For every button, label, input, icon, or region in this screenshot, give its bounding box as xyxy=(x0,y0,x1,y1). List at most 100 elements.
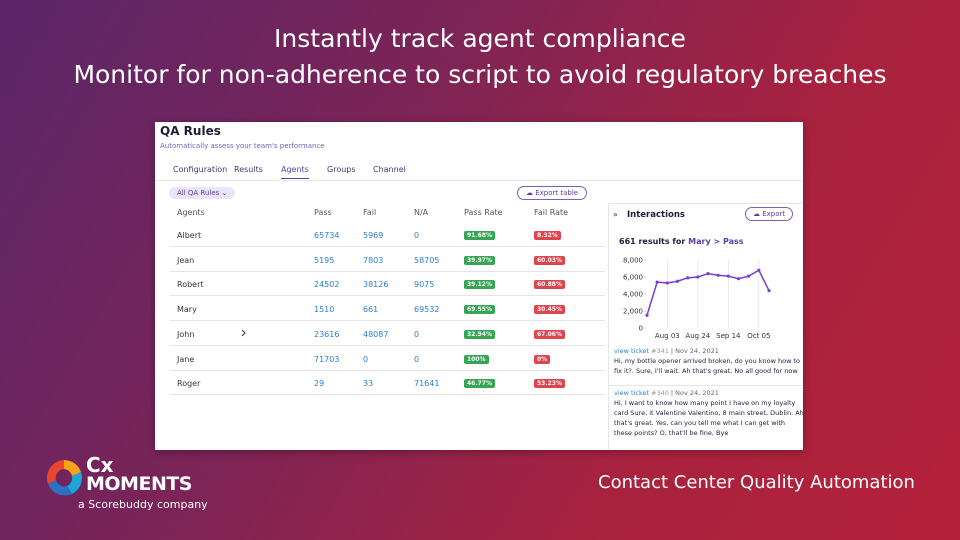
results-text: 661 results for xyxy=(619,237,686,246)
point xyxy=(726,274,730,278)
count-cell: 33 xyxy=(363,379,374,389)
pass-rate-badge: 39.97% xyxy=(464,255,495,265)
count-cell: 71641 xyxy=(414,379,440,389)
count-cell: 5969 xyxy=(363,231,384,240)
panel-subtitle: Automatically assess your team's perform… xyxy=(160,142,325,150)
point xyxy=(696,275,700,279)
ticket-text: Hi, I want to know how many point I have… xyxy=(614,399,803,437)
tab[interactable]: Groups xyxy=(327,165,356,174)
brand-sub: a Scorebuddy company xyxy=(78,498,208,511)
y-tick-label: 4,000 xyxy=(623,291,643,299)
x-tick-label: Aug 03 xyxy=(655,332,680,340)
fail-rate-badge: 8.32% xyxy=(534,231,561,240)
ticket-date: | Nov 24, 2021 xyxy=(670,389,719,397)
export-button[interactable]: ☁ Export xyxy=(745,207,794,221)
fail-rate-badge: 60.03% xyxy=(534,255,565,265)
brand: Cx xyxy=(86,453,114,477)
y-tick-label: 8,000 xyxy=(623,257,643,265)
export-table-button[interactable]: ☁ Export table xyxy=(517,186,588,200)
point xyxy=(757,268,761,272)
collapse-icon[interactable]: » xyxy=(613,210,618,219)
agent-name: Jane xyxy=(177,354,195,364)
fail-rate-badge: 53.23% xyxy=(534,379,565,389)
ticket-id: #341 xyxy=(651,347,669,355)
count-cell: 1510 xyxy=(314,305,335,315)
interactions-title: Interactions xyxy=(627,210,685,220)
point xyxy=(665,281,669,285)
point xyxy=(686,276,690,280)
point xyxy=(655,280,659,284)
headline: Instantly track agent compliance xyxy=(274,24,686,53)
count-cell: 5195 xyxy=(314,255,335,265)
x-tick-label: Aug 24 xyxy=(685,332,710,340)
count-cell: 0 xyxy=(414,329,420,339)
count-cell: 661 xyxy=(363,305,379,315)
ticket-date: | Nov 24, 2021 xyxy=(670,347,719,355)
point xyxy=(645,313,649,317)
result-filter: > Pass xyxy=(713,237,744,246)
export-label: Export table xyxy=(535,189,579,197)
column-header: Pass xyxy=(314,208,332,217)
line xyxy=(646,269,770,316)
count-cell: 29 xyxy=(314,379,325,389)
pass-rate-badge: 100% xyxy=(464,354,489,364)
pass-rate-badge: 91.68% xyxy=(464,231,495,240)
agent-name: Mary xyxy=(177,305,197,315)
count-cell: 24502 xyxy=(314,280,340,290)
y-tick-label: 6,000 xyxy=(623,274,643,282)
ticket-text: Hi, my bottle opener arrived broken, do … xyxy=(614,357,800,375)
tab[interactable]: Agents xyxy=(281,165,309,179)
agent-name: Roger xyxy=(177,379,201,389)
count-cell: 23616 xyxy=(314,329,340,339)
fail-rate-badge: 0% xyxy=(534,354,551,364)
brand-name: MOMENTS xyxy=(86,473,193,495)
row-divider xyxy=(170,344,605,346)
tab[interactable]: Channel xyxy=(373,165,406,174)
count-cell: 0 xyxy=(414,354,420,364)
count-cell: 0 xyxy=(363,354,369,364)
ticket-meta: view ticket #340 | Nov 24, 2021 xyxy=(614,389,721,397)
ticket-link[interactable]: view ticket xyxy=(614,389,650,397)
row-divider xyxy=(170,394,605,396)
agent-name: Albert xyxy=(177,231,202,240)
point xyxy=(736,277,741,281)
panel-title: QA Rules xyxy=(160,124,221,138)
filter-label: All QA Rules xyxy=(177,189,220,197)
ticket-meta: view ticket #341 | Nov 24, 2021 xyxy=(614,347,721,355)
point xyxy=(767,289,771,293)
row-divider xyxy=(170,369,605,371)
headline: Monitor for non-adherence to script to a… xyxy=(73,60,887,89)
column-header: Pass Rate xyxy=(464,208,503,217)
point xyxy=(716,273,720,277)
row-divider xyxy=(170,270,605,272)
results-count: 661 results for Mary > Pass xyxy=(619,237,744,246)
y-tick-label: 0 xyxy=(639,325,643,333)
count-cell: 48087 xyxy=(363,329,389,339)
tab[interactable]: Configuration xyxy=(173,165,228,174)
row-divider xyxy=(170,246,605,247)
agent-name: John xyxy=(177,329,195,339)
x-tick-label: Sep 14 xyxy=(716,332,741,340)
fail-rate-badge: 30.45% xyxy=(534,305,565,315)
pass-rate-badge: 69.55% xyxy=(464,305,495,315)
row-divider xyxy=(170,320,605,322)
count-cell: 7803 xyxy=(363,255,384,265)
ticket-link[interactable]: view ticket xyxy=(614,347,650,355)
interactions-panel: » Interactions ☁ Export 661 results for … xyxy=(608,203,803,450)
filter-dropdown[interactable]: All QA Rules ⌄ xyxy=(169,187,236,199)
y-tick-label: 2,000 xyxy=(623,308,643,316)
row-chevron[interactable] xyxy=(241,329,247,337)
agent-name: Robert xyxy=(177,280,204,290)
ticket-id: #340 xyxy=(651,389,669,397)
count-cell: 38126 xyxy=(363,280,389,290)
column-header: Fail Rate xyxy=(534,208,569,217)
tab[interactable]: Results xyxy=(234,165,263,174)
point xyxy=(675,279,680,283)
count-cell: 65734 xyxy=(314,231,340,240)
agent-filter: Mary xyxy=(688,237,711,246)
fail-rate-badge: 67.06% xyxy=(534,329,565,339)
count-cell: 71703 xyxy=(314,354,340,364)
count-cell: 69532 xyxy=(414,305,440,315)
fail-rate-badge: 60.88% xyxy=(534,280,565,290)
